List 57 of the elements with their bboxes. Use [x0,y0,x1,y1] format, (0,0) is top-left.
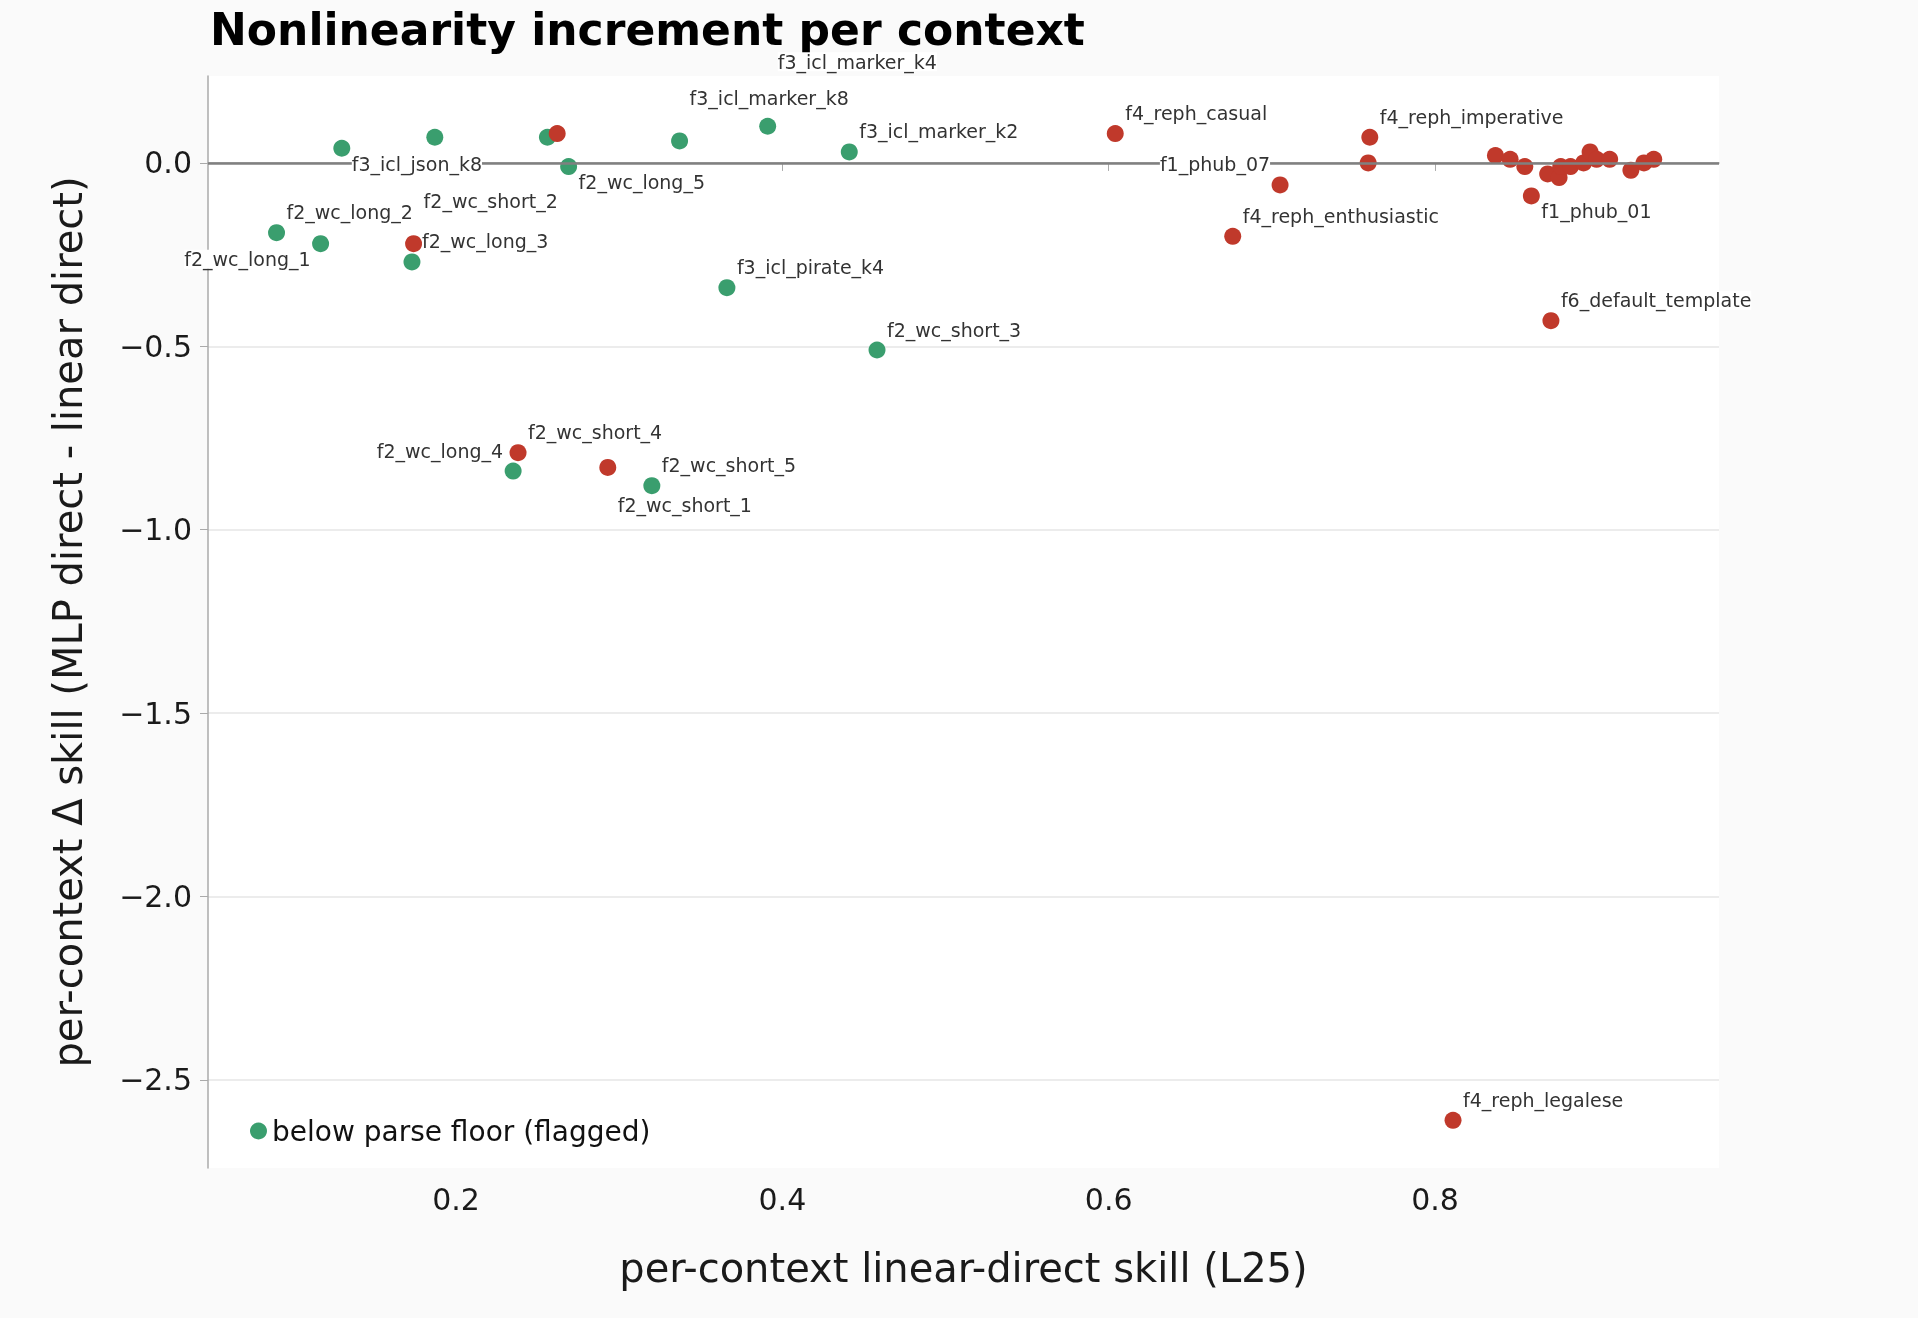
annotation: f4_reph_casual [1125,102,1268,126]
point [840,143,858,161]
annotation: f1_phub_01 [1541,200,1652,224]
annotation: f2_wc_short_2 [423,190,558,214]
point [1542,312,1560,330]
annotation: f4_reph_imperative [1379,105,1564,129]
point [759,117,777,135]
annotation: f2_wc_long_4 [376,439,504,463]
point [1224,227,1242,245]
point [509,444,527,462]
annotation: f2_wc_short_1 [617,493,752,517]
annotation: f3_icl_marker_k8 [689,87,849,111]
y-tick-label: −1.5 [119,695,192,731]
point [312,235,330,253]
point [1106,125,1124,143]
y-tick-label: 0.0 [144,145,192,181]
point [1271,176,1289,194]
annotation: f2_wc_long_3 [421,230,549,254]
point [1444,1111,1462,1129]
annotation: f1_phub_07 [1159,153,1271,177]
annotation: f3_icl_pirate_k4 [736,256,885,280]
point [548,125,566,143]
y-axis-title: per-context Δ skill (MLP direct - linear direct) [45,176,91,1068]
annotation: f2_wc_short_5 [661,454,797,478]
annotation: f3_icl_json_k8 [351,152,483,176]
annotation: f4_reph_enthusiastic [1242,204,1439,228]
annotation: f6_default_template [1560,289,1752,313]
annotation: f2_wc_short_4 [528,421,663,445]
y-tick-label: −1.0 [119,512,192,548]
point [1361,128,1379,146]
x-tick-label: 0.6 [1084,1181,1133,1217]
annotation: f3_icl_marker_k2 [859,120,1019,144]
x-tick-label: 0.8 [1411,1181,1459,1217]
point [643,477,661,495]
point [718,279,736,297]
point [1522,187,1540,205]
annotation: f4_reph_legalese [1463,1088,1624,1112]
annotation: f2_wc_long_1 [184,248,311,272]
y-tick-label: −2.5 [119,1062,192,1098]
x-tick-label: 0.4 [758,1181,807,1217]
annotation: f2_wc_short_3 [887,318,1022,342]
x-tick-label: 0.2 [432,1181,480,1217]
point [268,224,286,242]
point [599,458,617,476]
point [426,128,444,146]
point [333,139,351,157]
annotation: f2_wc_long_2 [286,201,413,225]
annotation: f2_wc_long_5 [578,171,705,195]
y-tick-label: −0.5 [119,328,192,364]
point [405,235,423,253]
y-tick-label: −2.0 [119,879,192,915]
legend-label: below parse floor (flagged) [272,1114,651,1148]
point [868,341,886,359]
point [671,132,689,150]
x-axis-title: per-context linear-direct skill (L25) [619,1245,1308,1291]
point [403,253,421,271]
point [504,462,522,480]
